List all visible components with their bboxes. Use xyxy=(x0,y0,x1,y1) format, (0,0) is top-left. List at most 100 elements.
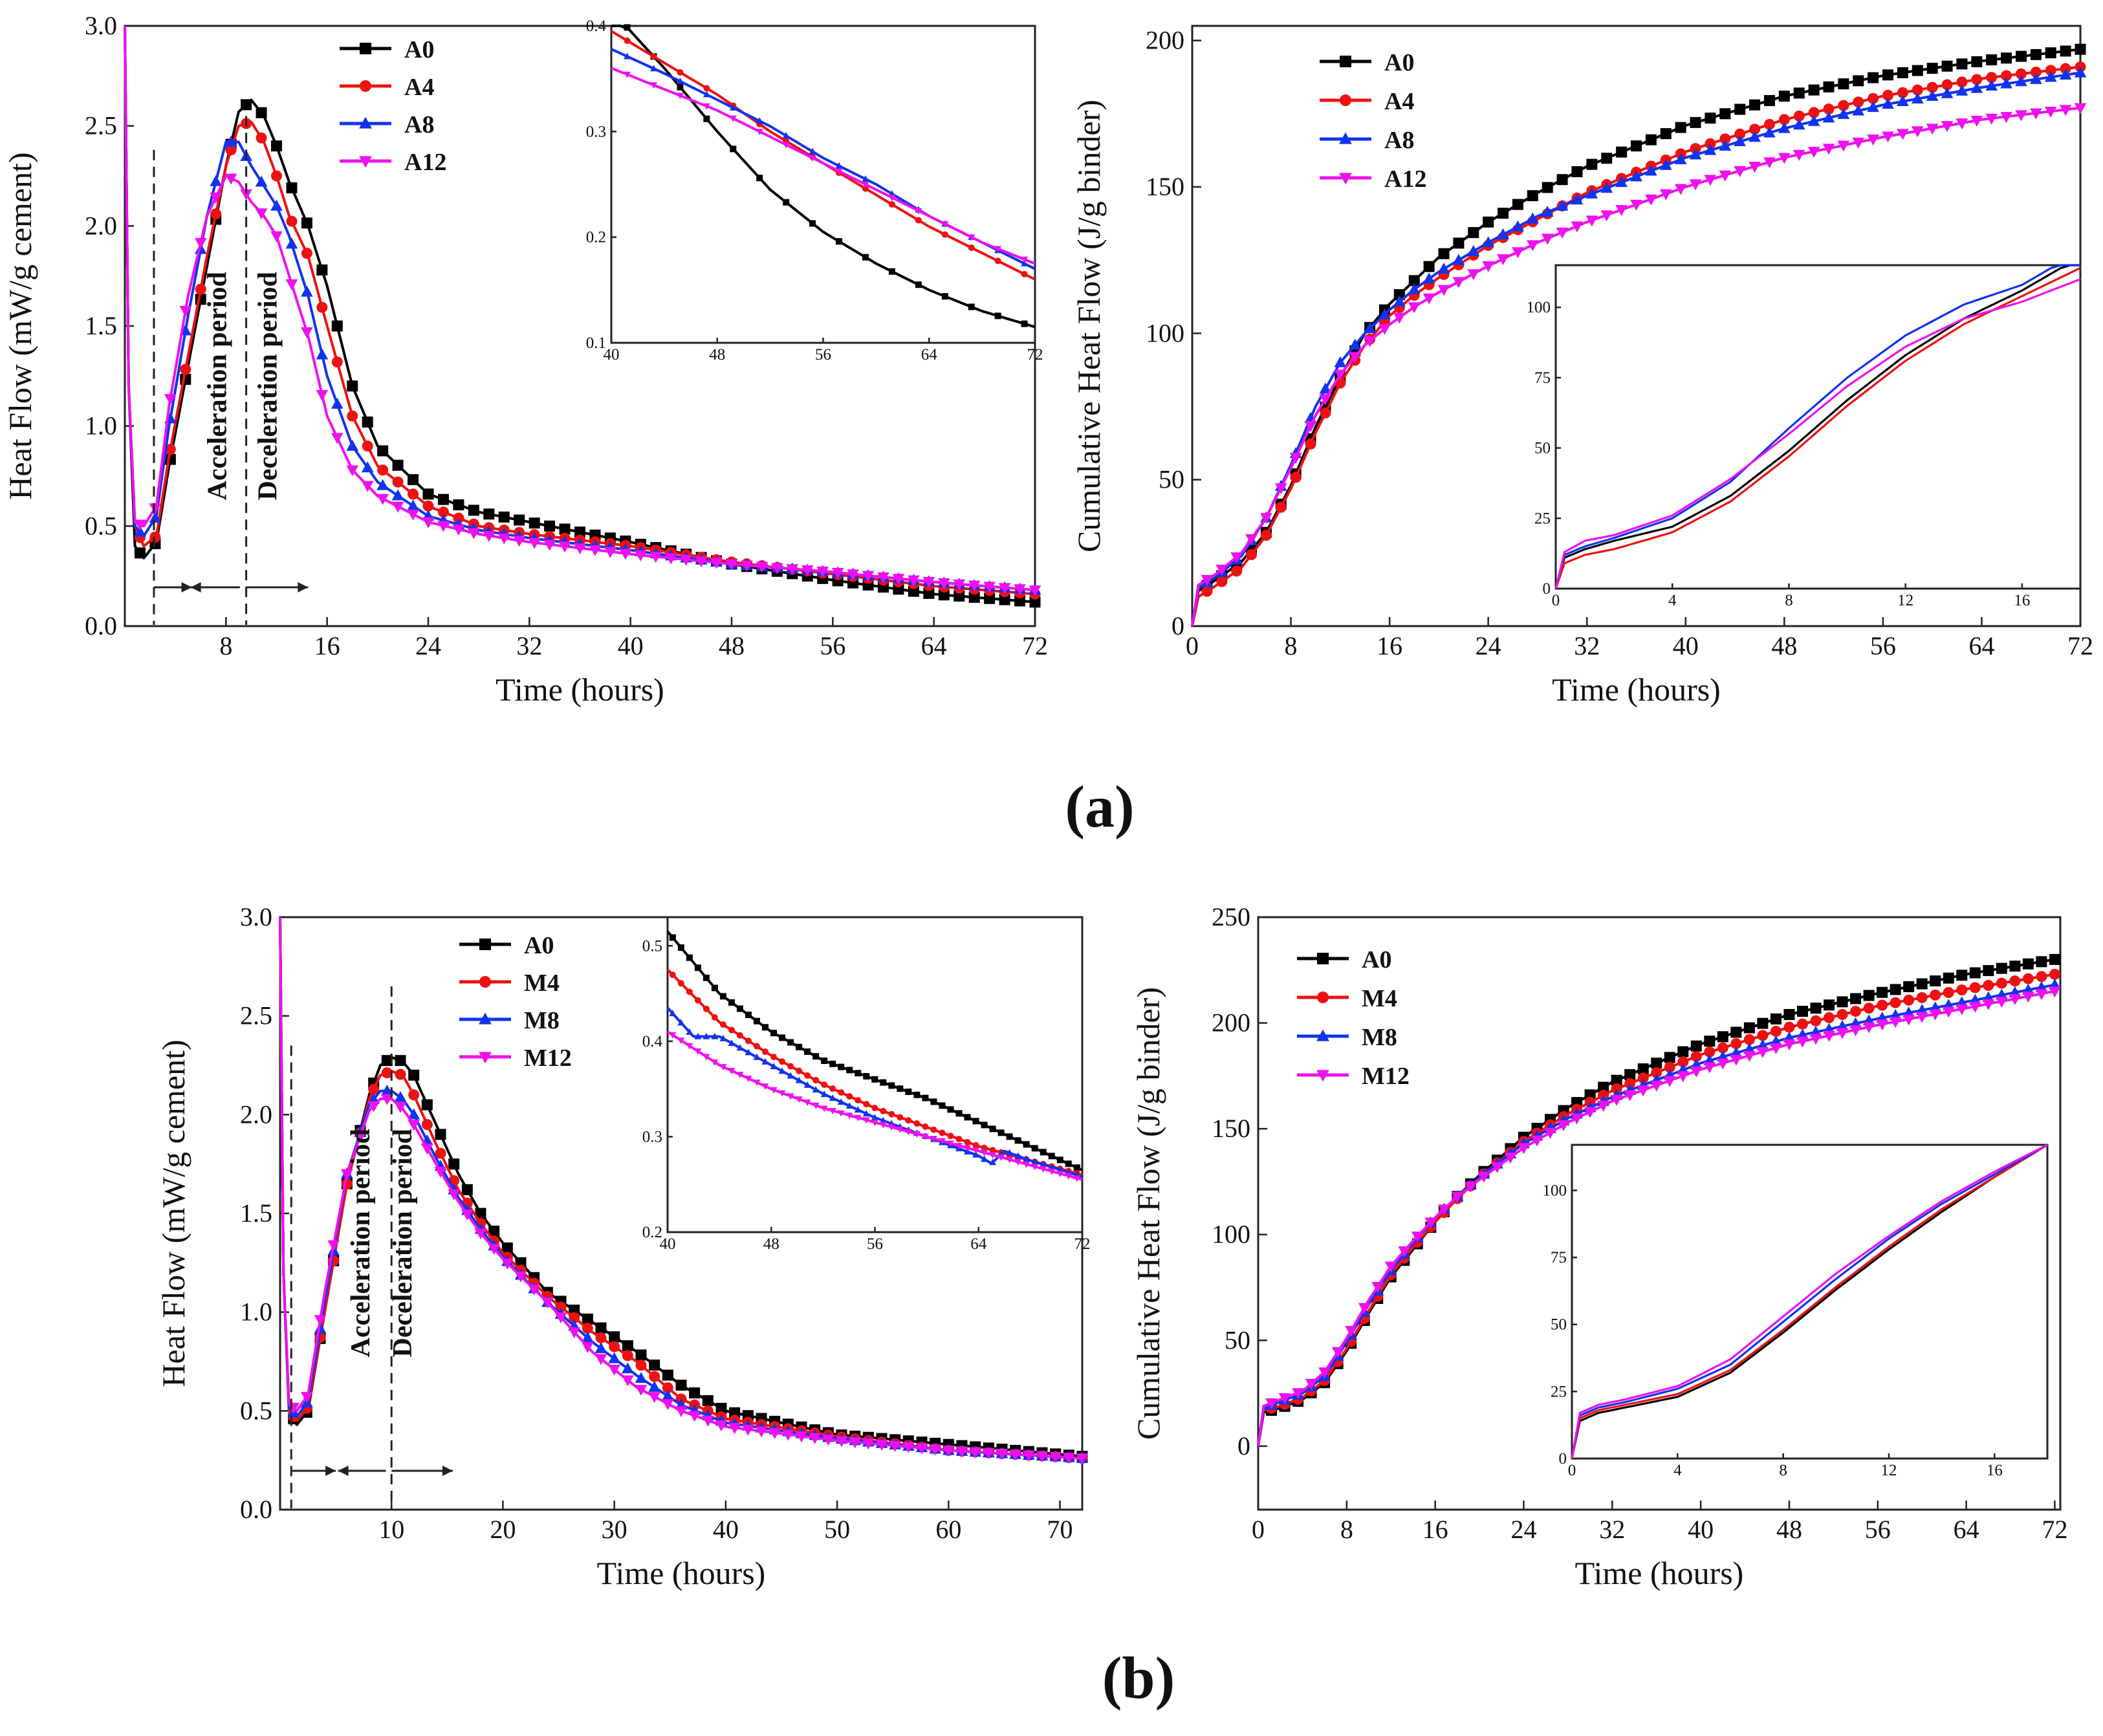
a-cumulative-data-point-a12 xyxy=(1556,227,1569,239)
a-cumulative-data-point-a4 xyxy=(1216,576,1228,587)
b-heat-flow-inset-data-point-m8 xyxy=(770,1063,778,1070)
b-heat-flow-data-point-a0 xyxy=(715,1402,727,1414)
a-heat-flow-data-point-a0 xyxy=(968,591,980,603)
b-cumulative-data-point-a0 xyxy=(1836,996,1848,1008)
a-heat-flow-data-point-a0 xyxy=(953,591,965,602)
b-heat-flow-inset-data-point-a0 xyxy=(762,1024,769,1031)
b-heat-flow-x-tick-label: 70 xyxy=(1047,1515,1073,1544)
b-cumulative-data-point-m12 xyxy=(1968,1001,1981,1013)
a-heat-flow-data-point-a12 xyxy=(908,575,920,587)
b-heat-flow-arrow-induction-head xyxy=(325,1466,336,1476)
a-heat-flow-inset-data-point-a8 xyxy=(1021,259,1029,266)
b-heat-flow-data-point-m4 xyxy=(595,1332,607,1343)
a-heat-flow-data-point-a12 xyxy=(164,394,177,406)
a-cumulative-data-point-a0 xyxy=(1749,99,1761,111)
b-heat-flow-inset-data-point-m8 xyxy=(837,1098,845,1105)
a-heat-flow-data-point-a12 xyxy=(346,465,359,477)
b-cumulative-data-point-m4 xyxy=(1956,984,1968,996)
b-heat-flow-data-point-m4 xyxy=(435,1147,446,1159)
a-cumulative-data-point-a0 xyxy=(1498,208,1509,219)
panel-label-a: (a) xyxy=(1065,774,1134,840)
a-cumulative-data-point-a0 xyxy=(1926,63,1938,74)
b-cumulative-y-tick-label: 200 xyxy=(1212,1008,1250,1037)
b-heat-flow-inset-data-point-m8 xyxy=(686,1028,693,1035)
a-cumulative-data-point-a4 xyxy=(1986,72,1998,83)
b-heat-flow-inset-data-point-m4 xyxy=(812,1077,820,1084)
a-heat-flow-data-point-a8 xyxy=(270,199,283,211)
b-heat-flow-inset-x-tick-label: 64 xyxy=(970,1235,987,1253)
a-cumulative-data-point-a8 xyxy=(1645,164,1657,176)
b-heat-flow-inset-data-point-m8 xyxy=(761,1058,769,1065)
b-heat-flow-inset-data-point-a0 xyxy=(913,1091,921,1098)
a-cumulative-data-point-a8 xyxy=(1526,212,1539,224)
a-cumulative-data-point-a0 xyxy=(1793,87,1805,99)
a-cumulative-data-point-a8 xyxy=(1926,89,1939,101)
a-heat-flow-x-tick-label: 56 xyxy=(820,631,845,660)
a-cumulative-data-point-a8 xyxy=(1497,228,1509,239)
a-heat-flow-inset-data-point-a0 xyxy=(783,199,790,206)
a-heat-flow-inset-x-tick-label: 72 xyxy=(1027,346,1043,363)
a-heat-flow-data-point-a8 xyxy=(346,439,359,451)
b-heat-flow-data-point-m12 xyxy=(1009,1449,1022,1461)
a-cumulative-inset-y-tick-label: 50 xyxy=(1534,440,1551,457)
a-cumulative-data-point-a12 xyxy=(1571,221,1584,233)
a-cumulative-data-point-a12 xyxy=(1304,421,1317,433)
b-heat-flow-data-point-a0 xyxy=(501,1242,513,1253)
a-cumulative-data-point-a8 xyxy=(1349,338,1362,350)
b-heat-flow-data-point-m8 xyxy=(608,1352,621,1363)
b-heat-flow-inset-data-point-m8 xyxy=(1014,1152,1022,1159)
b-cumulative-data-point-m12 xyxy=(1424,1217,1437,1229)
a-cumulative-data-point-a4 xyxy=(1275,501,1287,513)
b-heat-flow-inset-data-point-m8 xyxy=(736,1044,744,1051)
a-heat-flow-inset-background xyxy=(611,26,1035,343)
b-heat-flow-data-point-m12 xyxy=(461,1209,474,1221)
b-heat-flow-data-point-a0 xyxy=(609,1331,620,1343)
a-cumulative-data-point-a12 xyxy=(1482,261,1495,272)
b-cumulative-data-point-a0 xyxy=(1796,1006,1808,1017)
b-heat-flow-inset-data-point-a0 xyxy=(1065,1160,1072,1167)
b-cumulative-data-point-m12 xyxy=(1504,1153,1517,1164)
a-heat-flow-data-point-a0 xyxy=(392,459,404,471)
b-heat-flow-y-axis-label: Heat Flow (mW/g cement) xyxy=(155,1039,191,1387)
a-heat-flow-data-point-a4 xyxy=(331,356,343,368)
a-cumulative-data-point-a0 xyxy=(1823,81,1835,92)
a-cumulative-data-point-a0 xyxy=(1986,54,1998,66)
b-heat-flow-inset-data-point-m12 xyxy=(989,1152,997,1159)
a-cumulative-data-point-a8 xyxy=(2059,69,2072,80)
b-cumulative-data-point-m12 xyxy=(1942,1006,1955,1018)
b-cumulative-data-point-m12 xyxy=(1384,1261,1397,1273)
a-heat-flow-inset-x-tick-label: 56 xyxy=(815,346,831,363)
b-heat-flow-inset-data-point-m4 xyxy=(955,1136,963,1143)
a-cumulative-y-tick-label: 100 xyxy=(1146,318,1184,347)
a-cumulative-data-point-a0 xyxy=(1645,134,1657,146)
a-cumulative-data-point-a0 xyxy=(1912,65,1923,76)
b-cumulative-data-point-a0 xyxy=(2022,958,2034,970)
a-heat-flow-data-point-a12 xyxy=(680,554,692,566)
b-heat-flow-data-point-m12 xyxy=(969,1447,982,1459)
b-heat-flow-data-point-m12 xyxy=(594,1354,607,1365)
a-heat-flow-data-point-a4 xyxy=(271,170,282,182)
a-heat-flow-data-point-a4 xyxy=(180,363,191,375)
b-heat-flow-data-point-a0 xyxy=(395,1055,406,1067)
a-cumulative-x-tick-label: 72 xyxy=(2067,631,2093,660)
a-heat-flow-y-tick-label: 2.5 xyxy=(85,111,117,140)
a-heat-flow-data-point-a12 xyxy=(847,569,859,581)
b-heat-flow-data-point-m8 xyxy=(594,1342,607,1354)
b-heat-flow-data-point-m4 xyxy=(649,1371,660,1382)
a-heat-flow-x-tick-label: 64 xyxy=(921,631,947,660)
b-heat-flow-inset-data-point-m12 xyxy=(795,1096,803,1103)
panel-label-b: (b) xyxy=(1102,1645,1175,1711)
a-cumulative-data-point-a12 xyxy=(1674,184,1687,195)
a-heat-flow-inset-data-point-a12 xyxy=(809,155,816,162)
a-cumulative-data-point-a8 xyxy=(1719,139,1732,151)
a-cumulative-data-point-a0 xyxy=(1423,261,1435,272)
b-heat-flow-data-point-m4 xyxy=(662,1382,673,1394)
b-heat-flow-legend-label-m12: M12 xyxy=(524,1045,572,1072)
a-heat-flow-data-point-a0 xyxy=(483,508,495,520)
a-heat-flow-y-tick-label: 2.0 xyxy=(85,211,117,240)
a-heat-flow-data-point-a12 xyxy=(407,509,419,521)
b-cumulative-x-tick-label: 32 xyxy=(1599,1515,1625,1544)
a-heat-flow-data-point-a4 xyxy=(392,476,404,488)
b-heat-flow-inset-data-point-m8 xyxy=(972,1151,980,1158)
a-cumulative-data-point-a0 xyxy=(1897,67,1908,78)
